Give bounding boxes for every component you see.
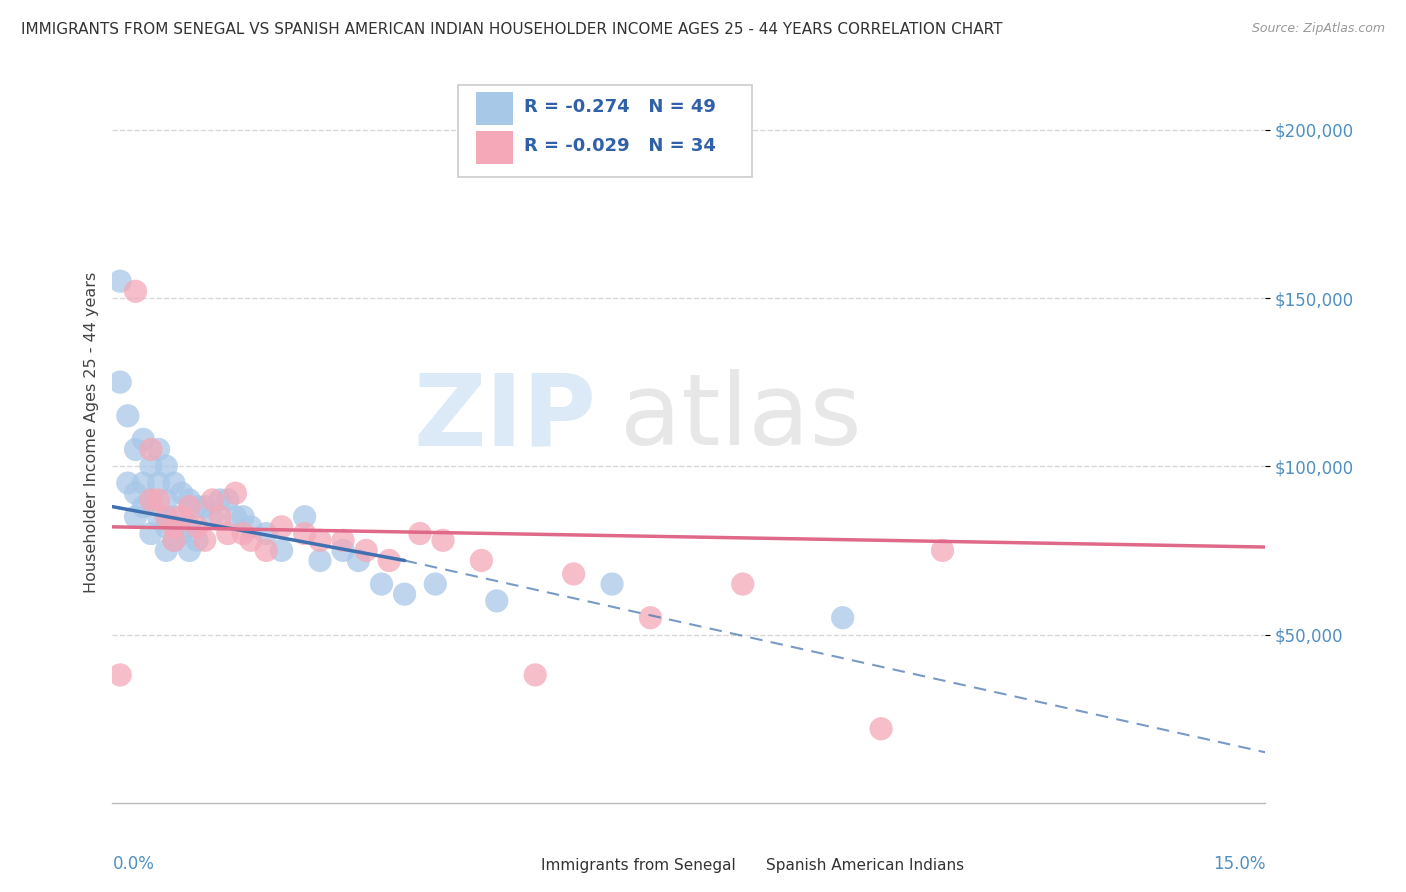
- Point: [132, 500, 155, 514]
- FancyBboxPatch shape: [458, 85, 752, 178]
- Point: [354, 543, 377, 558]
- Point: [870, 722, 893, 736]
- Point: [170, 509, 193, 524]
- Text: R = -0.274   N = 49: R = -0.274 N = 49: [524, 98, 716, 116]
- Point: [155, 520, 177, 534]
- Point: [155, 543, 177, 558]
- Point: [239, 533, 262, 548]
- Point: [270, 543, 292, 558]
- Point: [170, 526, 193, 541]
- Point: [931, 543, 953, 558]
- Point: [524, 668, 547, 682]
- Point: [139, 459, 162, 474]
- Point: [394, 587, 416, 601]
- Point: [425, 577, 447, 591]
- Point: [432, 533, 454, 548]
- Point: [163, 509, 186, 524]
- Point: [201, 509, 224, 524]
- Point: [179, 543, 201, 558]
- Point: [731, 577, 754, 591]
- FancyBboxPatch shape: [727, 853, 756, 879]
- Point: [294, 509, 316, 524]
- Point: [139, 526, 162, 541]
- Point: [232, 526, 254, 541]
- Point: [155, 492, 177, 507]
- FancyBboxPatch shape: [475, 92, 513, 125]
- Point: [409, 526, 432, 541]
- Point: [148, 442, 170, 457]
- Point: [124, 486, 146, 500]
- Point: [108, 375, 131, 389]
- Point: [470, 553, 492, 567]
- Text: Spanish American Indians: Spanish American Indians: [766, 858, 965, 873]
- Text: atlas: atlas: [620, 369, 862, 467]
- Point: [194, 500, 217, 514]
- Point: [224, 486, 246, 500]
- Point: [186, 533, 208, 548]
- Point: [155, 459, 177, 474]
- Point: [831, 610, 853, 624]
- Point: [148, 492, 170, 507]
- Point: [132, 476, 155, 491]
- Point: [186, 520, 208, 534]
- Point: [163, 533, 186, 548]
- Point: [163, 476, 186, 491]
- Point: [270, 520, 292, 534]
- Point: [132, 433, 155, 447]
- Point: [139, 492, 162, 507]
- Point: [562, 566, 585, 581]
- Point: [163, 520, 186, 534]
- Point: [309, 533, 332, 548]
- Point: [186, 500, 208, 514]
- Point: [108, 668, 131, 682]
- Point: [163, 533, 186, 548]
- Point: [124, 285, 146, 299]
- Point: [217, 492, 239, 507]
- Point: [232, 509, 254, 524]
- Point: [347, 553, 370, 567]
- Point: [332, 543, 354, 558]
- Point: [254, 543, 277, 558]
- Text: ZIP: ZIP: [413, 369, 596, 467]
- Point: [309, 553, 332, 567]
- Point: [117, 409, 139, 423]
- Text: 0.0%: 0.0%: [112, 855, 155, 872]
- Point: [148, 476, 170, 491]
- Point: [640, 610, 662, 624]
- Point: [108, 274, 131, 288]
- Point: [600, 577, 623, 591]
- Text: Immigrants from Senegal: Immigrants from Senegal: [541, 858, 737, 873]
- Point: [179, 520, 201, 534]
- Point: [209, 492, 232, 507]
- Text: 15.0%: 15.0%: [1213, 855, 1265, 872]
- Point: [155, 509, 177, 524]
- Point: [124, 509, 146, 524]
- Point: [217, 526, 239, 541]
- Point: [124, 442, 146, 457]
- Point: [179, 500, 201, 514]
- Point: [239, 520, 262, 534]
- Point: [139, 492, 162, 507]
- Point: [254, 526, 277, 541]
- Point: [209, 509, 232, 524]
- Point: [332, 533, 354, 548]
- Text: Source: ZipAtlas.com: Source: ZipAtlas.com: [1251, 22, 1385, 36]
- Text: IMMIGRANTS FROM SENEGAL VS SPANISH AMERICAN INDIAN HOUSEHOLDER INCOME AGES 25 - : IMMIGRANTS FROM SENEGAL VS SPANISH AMERI…: [21, 22, 1002, 37]
- Point: [194, 533, 217, 548]
- Point: [170, 486, 193, 500]
- Point: [148, 509, 170, 524]
- Point: [294, 526, 316, 541]
- FancyBboxPatch shape: [502, 853, 531, 879]
- Point: [370, 577, 392, 591]
- Point: [117, 476, 139, 491]
- Point: [485, 594, 508, 608]
- Point: [201, 492, 224, 507]
- Point: [179, 492, 201, 507]
- Y-axis label: Householder Income Ages 25 - 44 years: Householder Income Ages 25 - 44 years: [83, 272, 98, 593]
- Point: [139, 442, 162, 457]
- Text: R = -0.029   N = 34: R = -0.029 N = 34: [524, 137, 716, 155]
- Point: [224, 509, 246, 524]
- FancyBboxPatch shape: [475, 131, 513, 164]
- Point: [378, 553, 401, 567]
